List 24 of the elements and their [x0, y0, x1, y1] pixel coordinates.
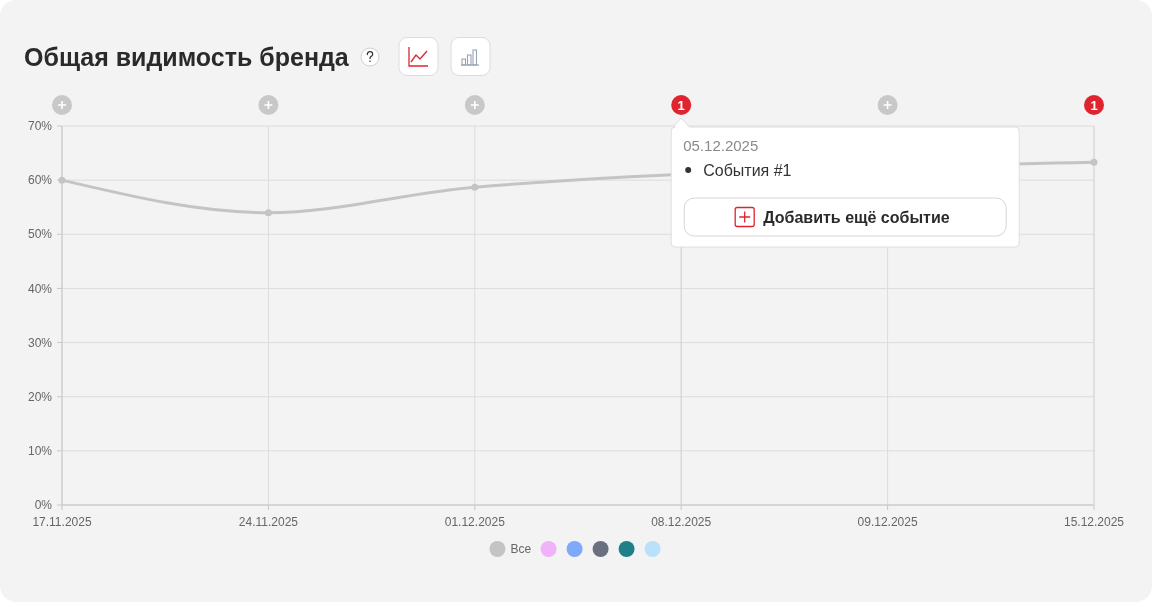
y-tick-label: 10% — [27, 444, 53, 459]
y-tick-label: 60% — [27, 173, 53, 188]
ref-line-label: 1 — [677, 98, 685, 113]
point — [1090, 158, 1098, 166]
annotation: Добавить ещё событие — [763, 209, 950, 226]
y-tick-label: 20% — [27, 389, 53, 404]
chart-title: Общая видимость бренда — [24, 43, 350, 71]
point — [471, 183, 479, 191]
x-tick-label: 24.11.2025 — [238, 515, 299, 529]
point — [264, 209, 272, 217]
x-tick-label: 01.12.2025 — [444, 515, 506, 529]
y-tick-label: 50% — [27, 227, 53, 242]
x-tick-label: 15.12.2025 — [1063, 515, 1125, 529]
y-tick-label: 40% — [27, 281, 53, 296]
legend-label: Все — [510, 542, 532, 556]
x-tick-label: 09.12.2025 — [857, 515, 918, 529]
annotation: 05.12.2025 — [683, 137, 759, 154]
annotation: События #1 — [703, 162, 792, 179]
ref-line-label: 1 — [1090, 98, 1098, 113]
x-tick-label: 08.12.2025 — [651, 515, 712, 529]
y-tick-label: 70% — [27, 119, 53, 134]
y-tick-label: 0% — [34, 498, 53, 513]
x-tick-label: 17.11.2025 — [32, 515, 92, 529]
y-tick-label: 30% — [27, 335, 53, 350]
